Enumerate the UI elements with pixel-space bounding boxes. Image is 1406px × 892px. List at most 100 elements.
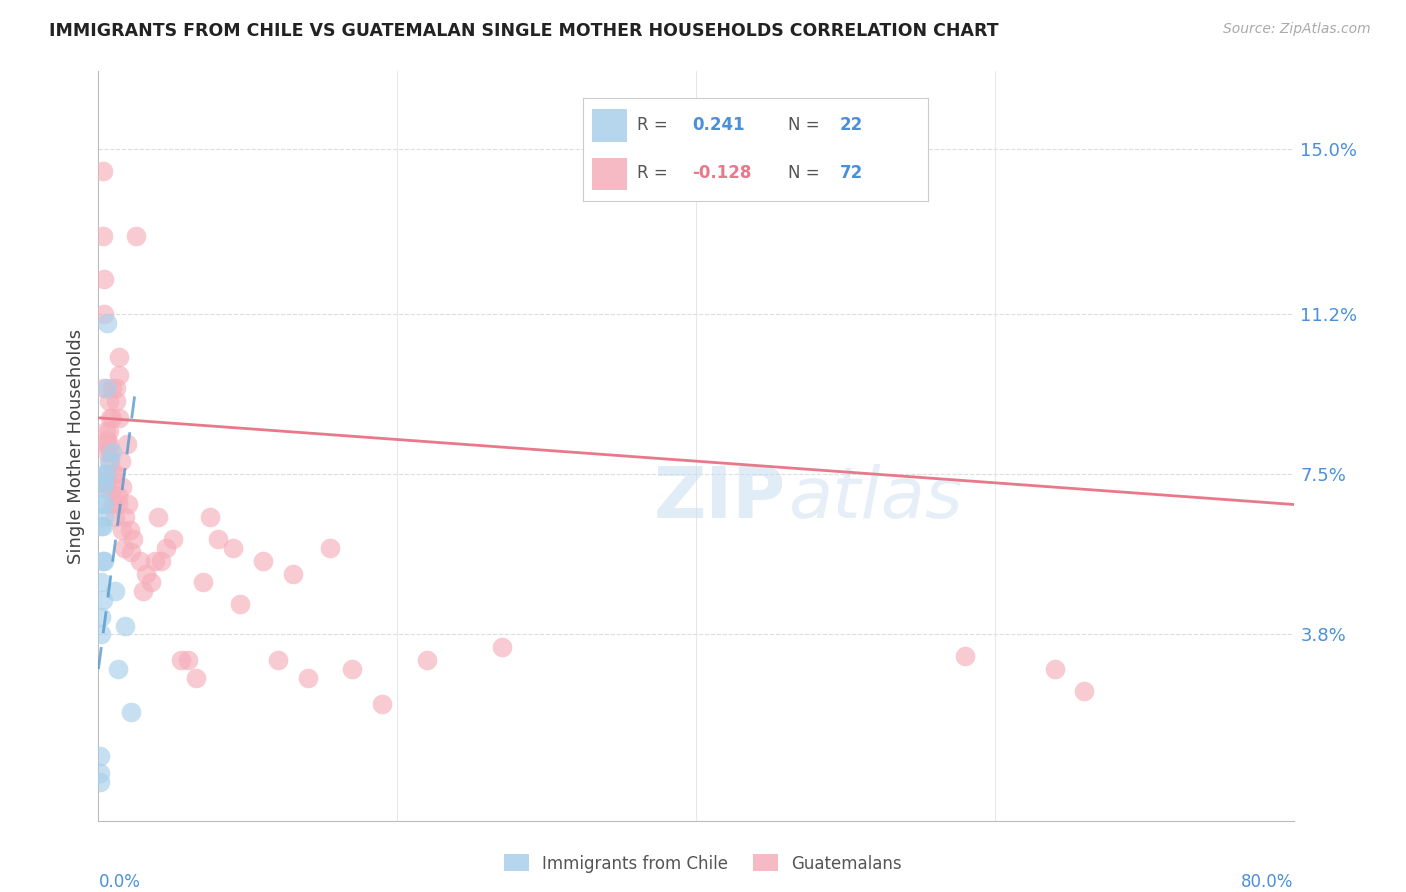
Text: 80.0%: 80.0% xyxy=(1241,873,1294,891)
Point xyxy=(319,541,342,555)
Point xyxy=(89,766,111,780)
Point xyxy=(132,584,155,599)
Point xyxy=(91,592,114,607)
Point xyxy=(252,554,274,568)
Point xyxy=(105,380,128,394)
Point xyxy=(200,510,222,524)
Point xyxy=(155,541,177,555)
Text: R =: R = xyxy=(637,164,673,182)
Point xyxy=(371,697,394,711)
Point xyxy=(129,554,152,568)
Point xyxy=(97,437,120,451)
Text: N =: N = xyxy=(789,164,825,182)
Text: 0.241: 0.241 xyxy=(692,116,745,134)
Bar xyxy=(592,110,627,142)
Point xyxy=(107,498,129,512)
Legend: Immigrants from Chile, Guatemalans: Immigrants from Chile, Guatemalans xyxy=(498,847,908,880)
Text: IMMIGRANTS FROM CHILE VS GUATEMALAN SINGLE MOTHER HOUSEHOLDS CORRELATION CHART: IMMIGRANTS FROM CHILE VS GUATEMALAN SING… xyxy=(49,22,998,40)
Point xyxy=(107,662,129,676)
Point xyxy=(107,489,129,503)
Text: 72: 72 xyxy=(841,164,863,182)
Point xyxy=(93,272,115,286)
Point xyxy=(91,519,114,533)
Point xyxy=(103,498,125,512)
Point xyxy=(94,380,117,394)
Point xyxy=(90,519,112,533)
Text: N =: N = xyxy=(789,116,825,134)
Text: 22: 22 xyxy=(841,116,863,134)
Point xyxy=(104,467,127,482)
Point xyxy=(94,480,117,494)
Point xyxy=(111,524,134,538)
Y-axis label: Single Mother Households: Single Mother Households xyxy=(66,328,84,564)
Point xyxy=(91,480,114,494)
Point xyxy=(184,671,207,685)
Point xyxy=(111,480,134,494)
Point xyxy=(101,380,124,394)
Point xyxy=(120,545,142,559)
Point xyxy=(118,524,141,538)
Point xyxy=(110,454,132,468)
Text: ZIP: ZIP xyxy=(654,464,786,533)
Point xyxy=(97,424,120,438)
Point xyxy=(169,653,191,667)
Point xyxy=(114,619,136,633)
Point xyxy=(96,467,118,482)
Point xyxy=(90,627,112,641)
Point xyxy=(148,510,170,524)
Point xyxy=(222,541,245,555)
Point xyxy=(105,393,128,408)
Point xyxy=(91,554,114,568)
Point xyxy=(267,653,290,667)
Point xyxy=(114,510,136,524)
Point xyxy=(416,653,439,667)
Point xyxy=(90,498,112,512)
Point xyxy=(108,410,131,425)
Point xyxy=(97,454,120,468)
Point xyxy=(1043,662,1066,676)
Point xyxy=(229,597,252,611)
Text: -0.128: -0.128 xyxy=(692,164,751,182)
Point xyxy=(491,640,513,655)
Point xyxy=(94,424,117,438)
Point xyxy=(108,350,131,364)
Point xyxy=(94,437,117,451)
Point xyxy=(101,410,124,425)
Point xyxy=(98,445,122,459)
Text: 0.0%: 0.0% xyxy=(98,873,141,891)
Point xyxy=(143,554,166,568)
Point xyxy=(96,316,118,330)
Point xyxy=(98,454,122,468)
Point xyxy=(91,164,114,178)
Point xyxy=(90,610,112,624)
Point xyxy=(120,706,142,720)
Point xyxy=(94,475,117,490)
Point xyxy=(96,433,118,447)
Point xyxy=(89,748,111,763)
Point xyxy=(117,498,139,512)
Point xyxy=(281,566,304,581)
Point xyxy=(93,498,115,512)
Point xyxy=(93,380,115,394)
Point xyxy=(177,653,200,667)
Point xyxy=(297,671,319,685)
Point xyxy=(90,575,112,590)
Point xyxy=(93,554,115,568)
Point xyxy=(93,510,115,524)
Point xyxy=(93,475,115,490)
Point xyxy=(104,584,127,599)
Text: Source: ZipAtlas.com: Source: ZipAtlas.com xyxy=(1223,22,1371,37)
Point xyxy=(135,566,157,581)
Point xyxy=(103,467,125,482)
Point xyxy=(89,774,111,789)
Point xyxy=(104,510,127,524)
Point xyxy=(91,467,114,482)
Point xyxy=(97,393,120,408)
Bar xyxy=(592,158,627,190)
Point xyxy=(1073,683,1095,698)
Point xyxy=(112,541,135,555)
Point xyxy=(101,445,124,459)
Text: atlas: atlas xyxy=(787,464,963,533)
Point xyxy=(150,554,173,568)
Point xyxy=(162,532,184,546)
